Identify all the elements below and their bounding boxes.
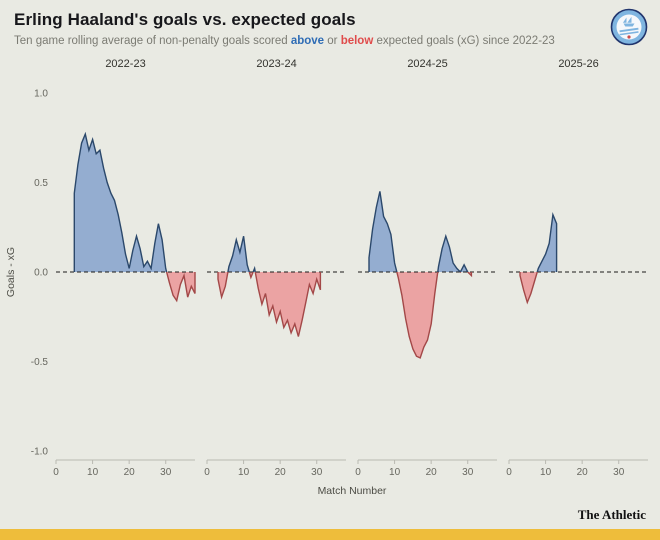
y-tick-label: -0.5 (31, 357, 49, 368)
y-tick-label: -1.0 (31, 447, 49, 458)
x-tick-label: 30 (311, 467, 323, 478)
facet-label: 2023-24 (256, 58, 296, 70)
y-axis-title: Goals - xG (5, 247, 17, 297)
facet-label: 2025-26 (558, 58, 598, 70)
x-tick-label: 10 (389, 467, 401, 478)
subtitle-text-post: expected goals (xG) since 2022-23 (373, 35, 555, 47)
chart-title: Erling Haaland's goals vs. expected goal… (14, 10, 356, 30)
facet-label: 2022-23 (105, 58, 145, 70)
x-tick-label: 10 (540, 467, 552, 478)
x-tick-label: 30 (613, 467, 625, 478)
y-tick-label: 0.5 (34, 178, 48, 189)
x-tick-label: 30 (160, 467, 172, 478)
x-axis-title: Match Number (318, 485, 387, 497)
facet-2025-26: 2025-26 0 10 20 30 (506, 58, 648, 478)
infographic: Erling Haaland's goals vs. expected goal… (0, 0, 660, 540)
x-tick-label: 20 (426, 467, 438, 478)
man-city-crest-icon (610, 8, 648, 46)
subtitle-text-pre: Ten game rolling average of non-penalty … (14, 35, 291, 47)
facet-2022-23: 2022-23 0 10 20 30 (53, 58, 195, 478)
subtitle-below-accent: below (341, 35, 374, 47)
facet-label: 2024-25 (407, 58, 447, 70)
x-tick-label: 0 (53, 467, 59, 478)
x-tick-label: 0 (506, 467, 512, 478)
y-tick-label: 1.0 (34, 88, 48, 99)
subtitle-above-accent: above (291, 35, 324, 47)
area-below-xg (369, 191, 471, 358)
bottom-accent-bar (0, 529, 660, 540)
x-tick-label: 20 (275, 467, 287, 478)
facet-2023-24: 2023-24 0 10 20 30 (204, 58, 346, 478)
x-tick-label: 0 (355, 467, 361, 478)
x-tick-label: 10 (87, 467, 99, 478)
y-tick-label: 0.0 (34, 268, 48, 279)
x-tick-label: 0 (204, 467, 210, 478)
x-tick-label: 30 (462, 467, 474, 478)
athletic-wordmark: The Athletic (578, 507, 646, 523)
chart-subtitle: Ten game rolling average of non-penalty … (14, 35, 555, 47)
chart: 1.0 0.5 0.0 -0.5 -1.0 Goals - xG Match Number 2… (0, 54, 660, 502)
x-tick-label: 20 (577, 467, 589, 478)
facet-2024-25: 2024-25 0 10 20 30 (355, 58, 497, 478)
subtitle-text-mid: or (324, 35, 341, 47)
x-tick-label: 20 (124, 467, 136, 478)
x-tick-label: 10 (238, 467, 250, 478)
